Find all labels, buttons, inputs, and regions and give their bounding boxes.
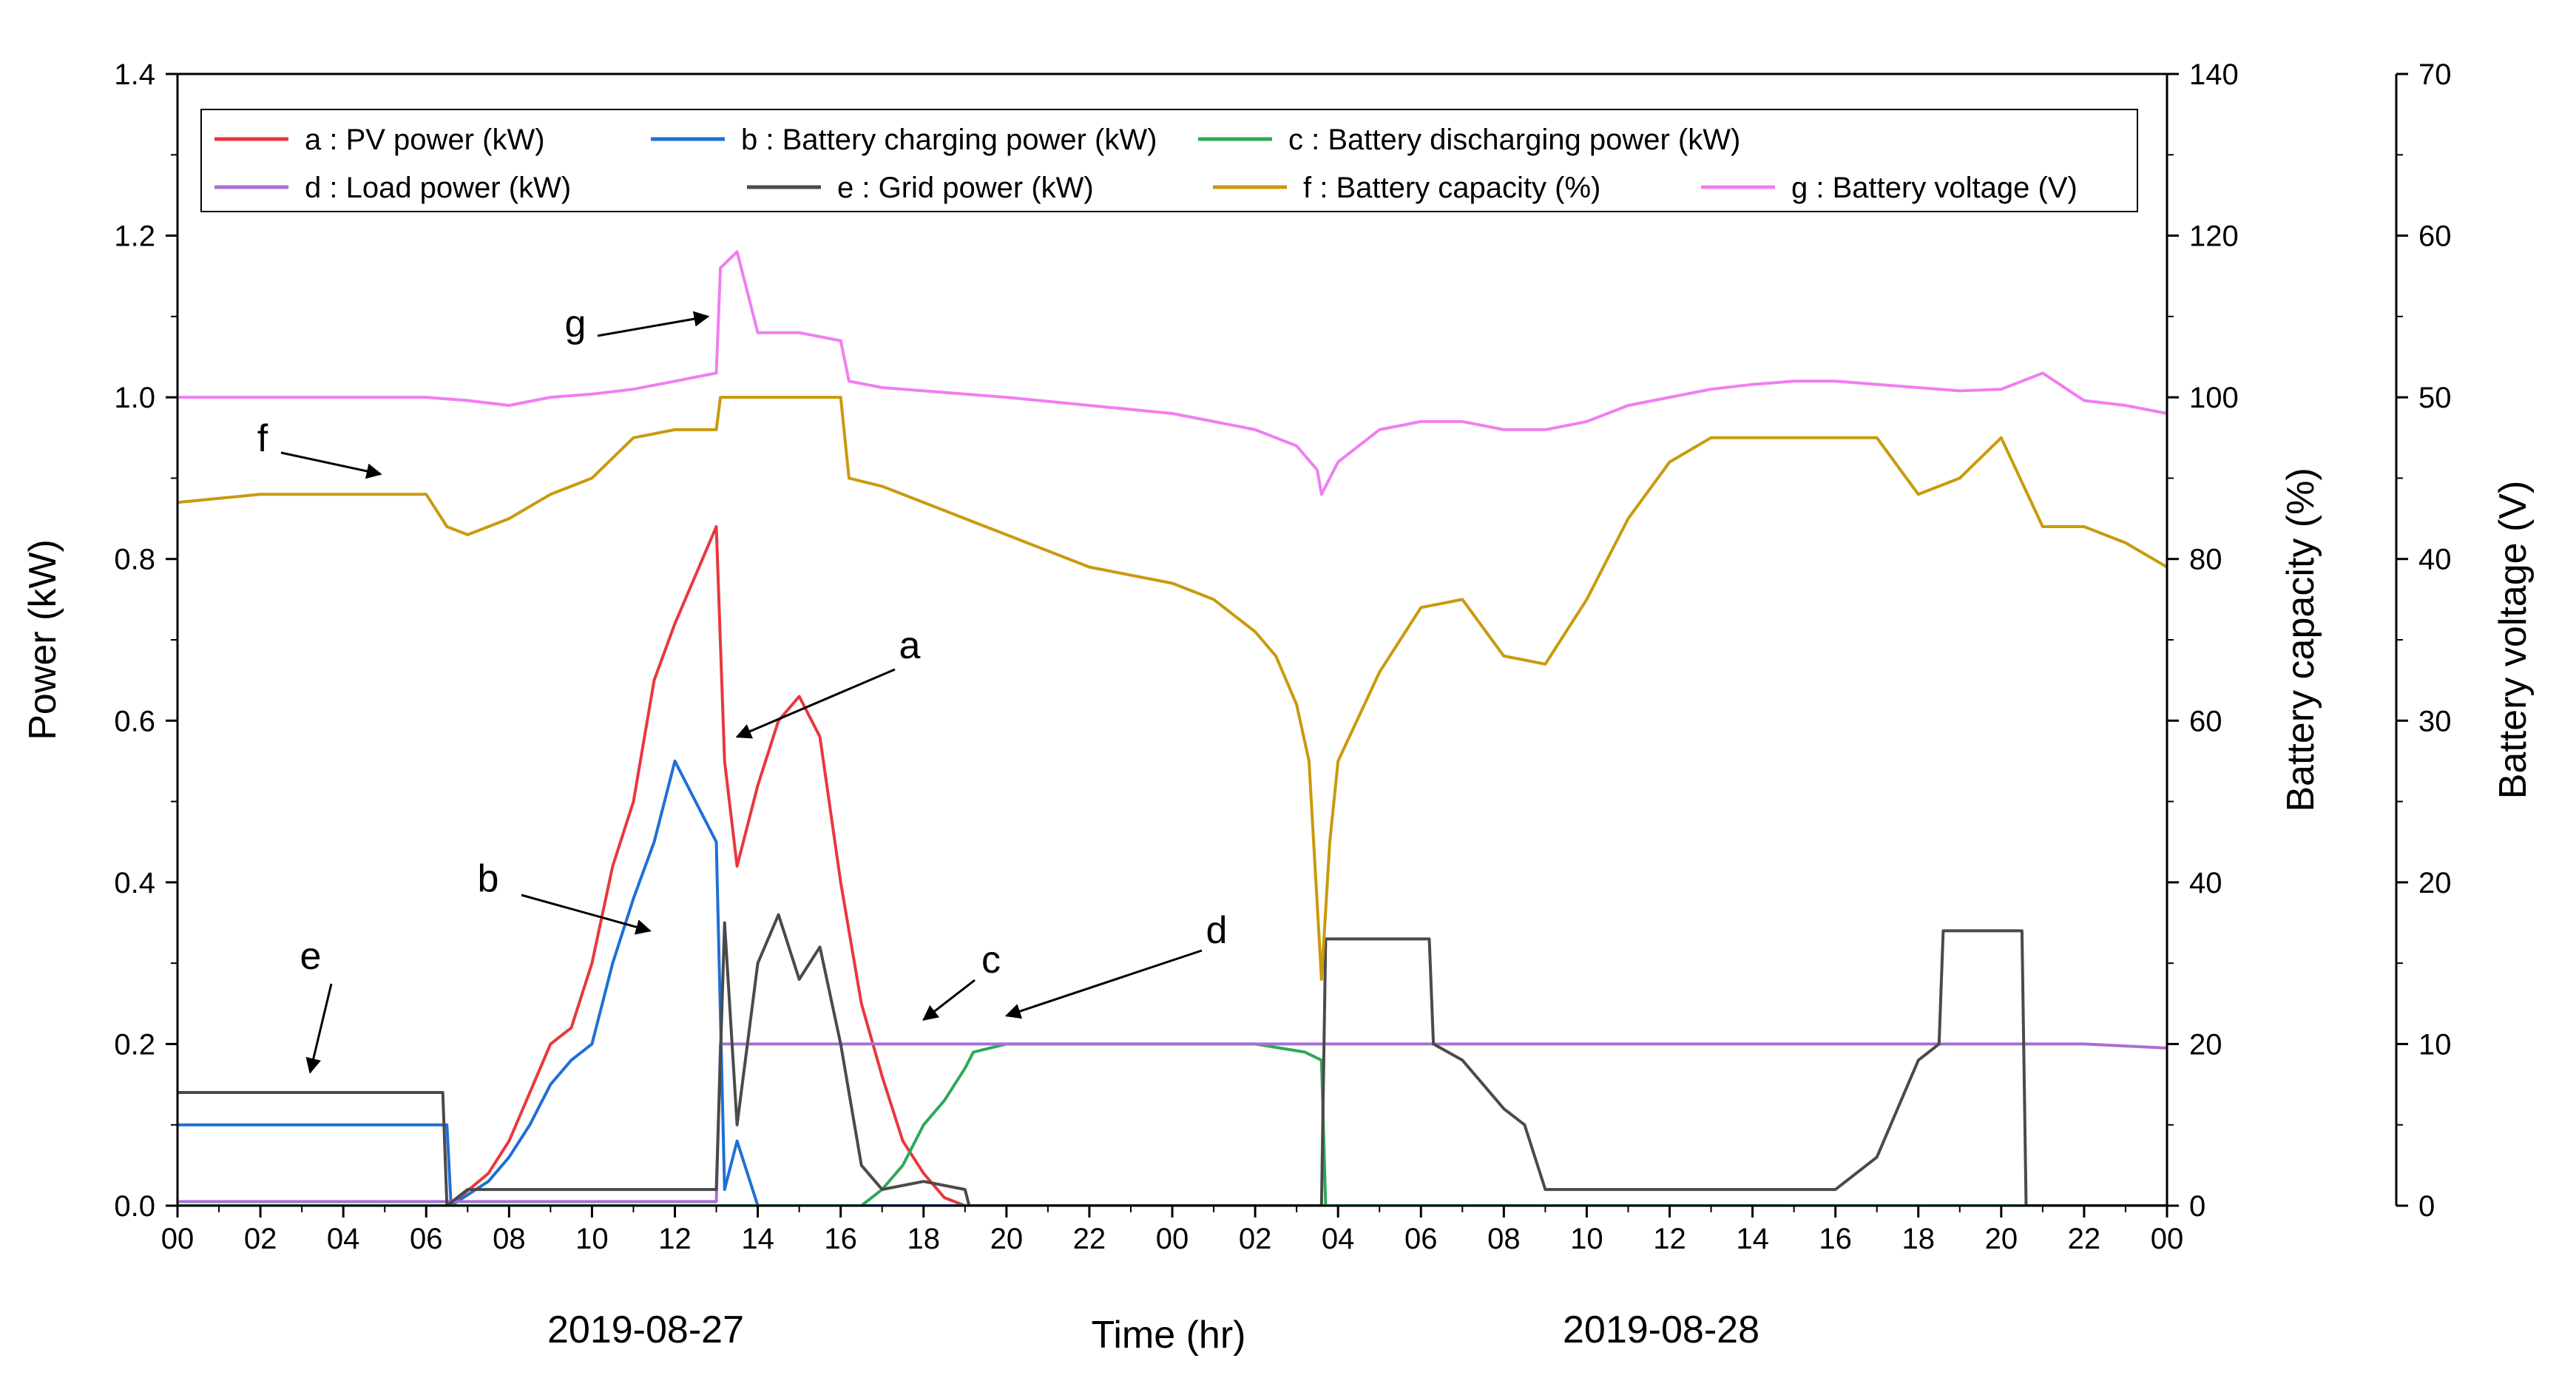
series-line-b (178, 759, 2167, 1206)
voltage-tick-label: 20 (2418, 867, 2452, 899)
series-line-c (178, 1042, 2167, 1206)
annotation-label-c: c (981, 939, 1001, 982)
voltage-tick-label: 10 (2418, 1028, 2452, 1061)
series-line-d (178, 1042, 2167, 1203)
series-line-g (178, 250, 2167, 496)
x-tick-label: 06 (410, 1223, 443, 1255)
series-line-e (178, 913, 2167, 1206)
legend-label-a: a : PV power (kW) (305, 124, 545, 156)
capacity-tick-label: 40 (2189, 867, 2222, 899)
capacity-tick-label: 60 (2189, 705, 2222, 737)
voltage-tick-label: 30 (2418, 705, 2452, 737)
power-tick-label: 1.0 (114, 382, 155, 414)
legend-label-c: c : Battery discharging power (kW) (1288, 124, 1740, 156)
x-tick-label: 00 (2151, 1223, 2184, 1255)
capacity-tick-label: 100 (2189, 382, 2239, 414)
x-tick-label: 18 (907, 1223, 941, 1255)
x-tick-label: 00 (161, 1223, 195, 1255)
date-label-2: 2019-08-28 (1563, 1308, 1759, 1351)
voltage-tick-label: 50 (2418, 382, 2452, 414)
capacity-tick-label: 120 (2189, 220, 2239, 253)
series-line-a (178, 525, 2167, 1206)
annotation-label-g: g (565, 303, 586, 345)
capacity-tick-label: 80 (2189, 544, 2222, 576)
annotation-label-b: b (478, 857, 499, 900)
x-tick-label: 18 (1902, 1223, 1936, 1255)
x-tick-label: 02 (244, 1223, 277, 1255)
annotation-arrow-b (521, 894, 652, 935)
annotation-arrow-f (280, 451, 382, 479)
y-axis-title-voltage: Battery voltage (V) (2492, 481, 2535, 800)
y-axis-title-power: Power (kW) (21, 539, 64, 740)
annotation-label-a: a (899, 624, 921, 667)
annotation-arrow-c (922, 979, 976, 1021)
y-axis-title-capacity: Battery capacity (%) (2279, 467, 2322, 811)
x-tick-label: 08 (493, 1223, 526, 1255)
annotation-label-e: e (300, 935, 322, 978)
ticks-layer: 00 02 04 06 08 10 12 14 16 18 20 22 00 02 04 06 08 10 12 14… (114, 58, 2451, 1255)
x-axis-title: Time (hr) (1092, 1314, 1246, 1357)
x-tick-label: 00 (1156, 1223, 1189, 1255)
x-tick-label: 14 (741, 1223, 774, 1255)
x-tick-label: 04 (1322, 1223, 1355, 1255)
voltage-tick-label: 40 (2418, 544, 2452, 576)
x-tick-label: 06 (1404, 1223, 1438, 1255)
plot-frame (176, 72, 2168, 1207)
capacity-tick-label: 140 (2189, 58, 2239, 91)
x-tick-label: 02 (1239, 1223, 1272, 1255)
x-tick-label: 14 (1736, 1223, 1769, 1255)
power-tick-label: 1.4 (114, 58, 155, 91)
power-tick-label: 0.8 (114, 544, 155, 576)
power-tick-label: 0.2 (114, 1028, 155, 1061)
legend-label-f: f : Battery capacity (%) (1303, 172, 1600, 204)
legend-label-b: b : Battery charging power (kW) (741, 124, 1157, 156)
x-tick-label: 04 (327, 1223, 360, 1255)
annotation-arrow-g (597, 311, 710, 337)
capacity-tick-label: 20 (2189, 1028, 2222, 1061)
legend-box (200, 109, 2138, 212)
power-tick-label: 0.0 (114, 1190, 155, 1223)
x-tick-label: 22 (2068, 1223, 2101, 1255)
voltage-tick-label: 0 (2418, 1190, 2435, 1223)
legend-label-g: g : Battery voltage (V) (1791, 172, 2078, 204)
x-tick-label: 16 (824, 1223, 857, 1255)
x-tick-label: 22 (1073, 1223, 1106, 1255)
x-tick-label: 12 (658, 1223, 692, 1255)
power-tick-label: 1.2 (114, 220, 155, 253)
x-tick-label: 10 (1570, 1223, 1603, 1255)
capacity-tick-label: 0 (2189, 1190, 2205, 1223)
legend: a : PV power (kW) b : Battery charging po… (200, 109, 2138, 212)
power-tick-label: 0.6 (114, 705, 155, 737)
series-line-f (178, 396, 2167, 981)
x-tick-label: 20 (990, 1223, 1024, 1255)
voltage-tick-label: 70 (2418, 58, 2452, 91)
x-tick-label: 10 (575, 1223, 609, 1255)
annotation-label-f: f (257, 417, 268, 460)
series-layer (178, 250, 2167, 1206)
x-tick-label: 20 (1985, 1223, 2018, 1255)
x-tick-label: 16 (1819, 1223, 1852, 1255)
annotation-label-d: d (1206, 909, 1228, 952)
date-label-1: 2019-08-27 (547, 1308, 744, 1351)
power-tick-label: 0.4 (114, 867, 155, 899)
x-tick-label: 08 (1487, 1223, 1521, 1255)
annotations: a b c d e f g (257, 303, 1228, 1074)
voltage-tick-label: 60 (2418, 220, 2452, 253)
x-tick-label: 12 (1653, 1223, 1686, 1255)
annotation-arrow-e (305, 983, 333, 1074)
legend-label-d: d : Load power (kW) (305, 172, 571, 204)
annotation-arrow-d (1004, 949, 1203, 1019)
annotation-arrow-a (735, 668, 896, 739)
legend-label-e: e : Grid power (kW) (837, 172, 1094, 204)
